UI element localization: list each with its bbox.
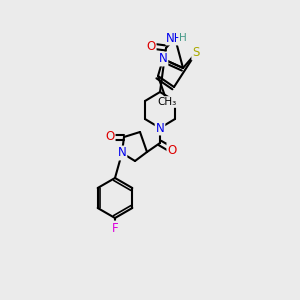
Text: H: H (179, 33, 187, 43)
Text: CH₃: CH₃ (158, 97, 177, 107)
Text: S: S (192, 46, 200, 59)
Text: O: O (146, 40, 156, 52)
Text: O: O (167, 143, 177, 157)
Text: N: N (156, 122, 164, 134)
Text: N: N (118, 146, 126, 160)
Text: NH: NH (166, 32, 184, 44)
Text: O: O (105, 130, 115, 143)
Text: F: F (112, 221, 118, 235)
Text: N: N (159, 52, 167, 65)
